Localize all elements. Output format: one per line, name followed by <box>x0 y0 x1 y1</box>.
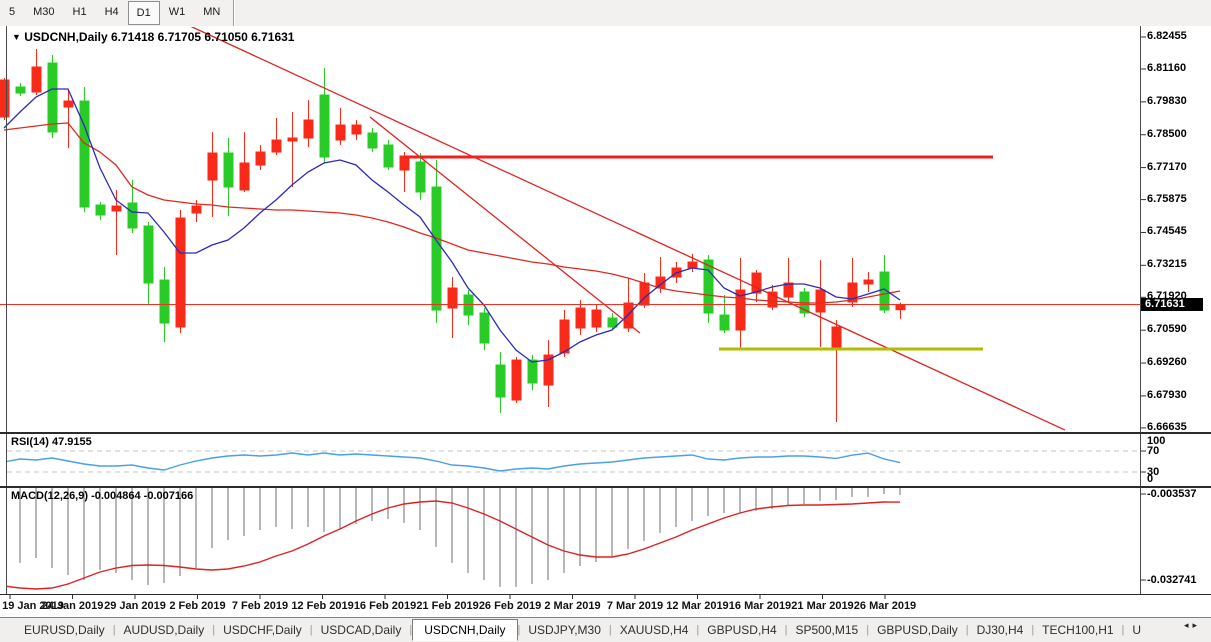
date-label: 21 Feb 2019 <box>416 600 479 612</box>
date-label: 12 Feb 2019 <box>291 600 354 612</box>
tab-separator: | <box>965 624 969 636</box>
rsi-axis-label: 0 <box>1147 473 1154 485</box>
tab-scroll-right-icon[interactable]: ▸ <box>1192 620 1201 630</box>
tab-separator: | <box>696 624 700 636</box>
date-label: 7 Feb 2019 <box>231 600 289 612</box>
date-label: 7 Mar 2019 <box>606 600 664 612</box>
price-axis-label: 6.67930 <box>1147 388 1187 401</box>
chart-rsi-divider[interactable] <box>0 432 1211 434</box>
date-label: 29 Jan 2019 <box>104 600 166 612</box>
price-axis-label: 6.77170 <box>1147 160 1187 173</box>
tab-gbpusd-h4[interactable]: GBPUSD,H4 <box>707 623 777 637</box>
tab-usdcnh-daily[interactable]: USDCNH,Daily <box>412 619 518 641</box>
macd-axis-label: -0.032741 <box>1147 574 1197 587</box>
current-price-tag: 6.71631 <box>1141 297 1203 311</box>
timeframe-button-d1[interactable]: D1 <box>127 1 160 25</box>
date-label: 19 Jan 2019 <box>2 600 64 612</box>
rsi-axis-label: 30 <box>1147 466 1160 478</box>
price-axis-label: 6.74545 <box>1147 225 1187 238</box>
price-axis-label: 6.78500 <box>1147 127 1187 140</box>
collapse-arrow-icon[interactable]: ▼ <box>12 32 21 42</box>
rsi-macd-divider[interactable] <box>0 486 1211 488</box>
tab-usdjpy-m30[interactable]: USDJPY,M30 <box>528 623 601 637</box>
date-label: 16 Feb 2019 <box>353 600 417 612</box>
price-axis-label: 6.69260 <box>1147 356 1187 369</box>
tab-eurusd-daily[interactable]: EURUSD,Daily <box>24 623 105 637</box>
price-axis-label: 6.81160 <box>1147 61 1187 74</box>
price-axis-label: 6.70590 <box>1147 323 1187 336</box>
timeframe-button-h1[interactable]: H1 <box>72 6 87 18</box>
rsi-indicator-label: RSI(14) 47.9155 <box>11 436 92 448</box>
chart-title: ▼ USDCNH,Daily 6.71418 6.71705 6.71050 6… <box>12 30 294 44</box>
rsi-axis-label: 100 <box>1147 435 1166 447</box>
tab-separator: | <box>608 624 612 636</box>
price-axis-label: 6.66635 <box>1147 420 1187 433</box>
tab-tech100-h1[interactable]: TECH100,H1 <box>1042 623 1114 637</box>
tab-audusd-daily[interactable]: AUDUSD,Daily <box>123 623 205 637</box>
tab-xauusd-h4[interactable]: XAUUSD,H4 <box>619 623 689 637</box>
date-label: 12 Mar 2019 <box>666 600 729 612</box>
tab-separator: | <box>1121 624 1125 636</box>
tab-sp500-m15[interactable]: SP500,M15 <box>795 623 859 637</box>
tab-separator: | <box>784 624 788 636</box>
tab-dj30-h4[interactable]: DJ30,H4 <box>976 623 1024 637</box>
tab-gbpusd-daily[interactable]: GBPUSD,Daily <box>877 623 958 637</box>
chart-tab-bar: EURUSD,Daily | AUDUSD,Daily | USDCHF,Daily | U… <box>0 617 1211 642</box>
chart-ohlc-values: 6.71418 6.71705 6.71050 6.71631 <box>110 30 295 44</box>
timeframe-button-m30[interactable]: M30 <box>33 6 55 18</box>
date-label: 26 Mar 2019 <box>853 600 917 612</box>
macd-dateaxis-divider <box>0 594 1211 595</box>
price-axis-label: 6.73215 <box>1147 258 1187 271</box>
macd-panel-canvas[interactable] <box>7 488 1140 594</box>
date-label: 26 Feb 2019 <box>478 600 542 612</box>
tab-u[interactable]: U <box>1132 623 1142 637</box>
rsi-panel-canvas[interactable] <box>7 434 1140 486</box>
price-axis-label: 6.75875 <box>1147 192 1187 205</box>
tab-scroll-arrows[interactable]: ◂▸ <box>1184 620 1201 631</box>
date-label: 2 Mar 2019 <box>544 600 601 612</box>
timeframe-button-mn[interactable]: MN <box>203 6 221 18</box>
tab-separator: | <box>517 624 521 636</box>
price-axis-border <box>1140 26 1141 595</box>
date-label: 24 Jan 2019 <box>41 600 104 612</box>
date-label: 16 Mar 2019 <box>728 600 792 612</box>
tab-usdcad-daily[interactable]: USDCAD,Daily <box>320 623 402 637</box>
timeframe-button-5[interactable]: 5 <box>9 6 16 18</box>
chart-left-border <box>6 26 7 595</box>
timeframe-button-w1[interactable]: W1 <box>168 6 186 18</box>
tab-separator: | <box>409 624 413 636</box>
tab-separator: | <box>309 624 313 636</box>
tab-separator: | <box>1031 624 1035 636</box>
macd-indicator-label: MACD(12,26,9) -0.004864 -0.007166 <box>11 490 194 502</box>
tab-separator: | <box>866 624 870 636</box>
tab-separator: | <box>112 624 116 636</box>
tab-separator: | <box>212 624 216 636</box>
chart-canvas[interactable] <box>7 27 1140 432</box>
tab-scroll-left-icon[interactable]: ◂ <box>1183 620 1193 630</box>
tab-usdchf-daily[interactable]: USDCHF,Daily <box>223 623 302 637</box>
price-axis-label: 6.79830 <box>1147 94 1187 107</box>
timeframe-buttons: 5 M30 H1 H4 D1 W1 MN <box>0 0 229 26</box>
toolbar-separator <box>233 0 236 26</box>
timeframe-toolbar: 5 M30 H1 H4 D1 W1 MN <box>0 0 1211 27</box>
chart-symbol-label: USDCNH,Daily <box>24 30 108 44</box>
date-label: 21 Mar 2019 <box>791 600 854 612</box>
rsi-axis-label: 70 <box>1147 445 1160 457</box>
macd-axis-label: -0.003537 <box>1147 488 1197 500</box>
price-axis-label: 6.71920 <box>1147 290 1187 303</box>
timeframe-button-h4[interactable]: H4 <box>104 6 119 18</box>
date-label: 2 Feb 2019 <box>169 600 226 612</box>
chart-tabs: EURUSD,Daily | AUDUSD,Daily | USDCHF,Daily | U… <box>16 619 1149 641</box>
price-axis-label: 6.82455 <box>1147 30 1187 42</box>
